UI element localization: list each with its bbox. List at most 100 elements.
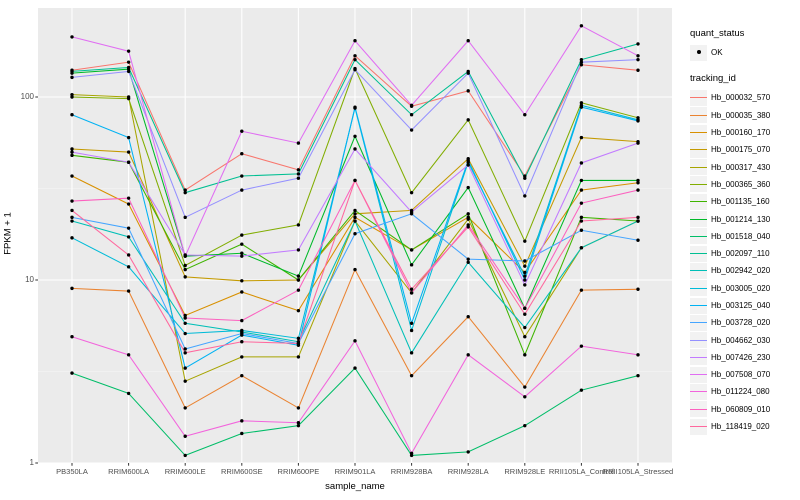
series-color-key-icon xyxy=(690,159,707,176)
series-color-key-icon xyxy=(690,262,707,279)
data-point xyxy=(70,150,74,154)
data-point xyxy=(70,286,74,291)
legend-series-label: Hb_000032_570 xyxy=(711,93,771,103)
x-tick-label: PB350LA xyxy=(56,467,88,476)
data-point xyxy=(183,347,187,351)
data-point xyxy=(70,236,74,240)
data-point xyxy=(183,316,187,320)
data-point xyxy=(240,340,244,344)
data-point xyxy=(579,60,584,64)
data-point xyxy=(579,135,584,140)
data-point xyxy=(296,248,301,252)
data-point xyxy=(353,67,357,72)
data-point xyxy=(579,388,584,392)
legend-series-label: Hb_003005_020 xyxy=(711,283,771,293)
series-color-key-icon xyxy=(690,211,707,228)
series-color-key-icon xyxy=(690,141,707,158)
data-point xyxy=(240,419,244,423)
series-color-key-icon xyxy=(690,314,707,331)
data-point xyxy=(240,251,244,255)
data-point xyxy=(70,113,74,117)
legend-series-label: Hb_000160_170 xyxy=(711,128,771,138)
data-point xyxy=(523,239,527,243)
x-tick-label: RRIM928LA xyxy=(447,467,489,476)
data-point xyxy=(183,313,187,318)
legend-item-Hb_003728_020: Hb_003728_020 xyxy=(690,314,798,331)
data-point xyxy=(523,385,527,389)
series-color-key-icon xyxy=(690,418,707,435)
data-point xyxy=(409,248,414,252)
data-point xyxy=(353,178,357,183)
data-point xyxy=(636,54,640,58)
data-point xyxy=(240,129,244,133)
series-color-key-icon xyxy=(690,366,707,383)
data-point xyxy=(523,176,527,180)
data-point xyxy=(70,371,74,375)
data-point xyxy=(466,71,470,75)
data-point xyxy=(126,196,131,200)
data-point xyxy=(126,60,131,64)
data-point xyxy=(353,208,357,213)
legend-series-label: Hb_001214_130 xyxy=(711,214,771,224)
data-point xyxy=(579,24,584,28)
data-point xyxy=(636,57,640,62)
legend-series-label: Hb_004662_030 xyxy=(711,335,771,345)
legend-item-Hb_003125_040: Hb_003125_040 xyxy=(690,297,798,314)
legend-series-label: Hb_060809_010 xyxy=(711,404,771,414)
data-point xyxy=(523,259,527,263)
data-point xyxy=(466,450,470,454)
legend-item-Hb_118419_020: Hb_118419_020 xyxy=(690,418,798,435)
data-point xyxy=(579,105,584,109)
data-point xyxy=(183,263,187,268)
data-point xyxy=(183,190,187,195)
data-point xyxy=(240,242,244,246)
data-point xyxy=(466,118,470,122)
data-point xyxy=(353,39,357,43)
data-point xyxy=(240,151,244,156)
data-point xyxy=(409,373,414,378)
data-point xyxy=(240,318,244,323)
legend-section-tracking-id: tracking_id Hb_000032_570 Hb_000035_380 Hb… xyxy=(690,73,798,435)
data-point xyxy=(523,306,527,311)
data-point xyxy=(636,188,640,192)
data-point xyxy=(183,188,187,192)
y-tick-label: 1 xyxy=(29,458,34,467)
data-point xyxy=(240,355,244,359)
legend-item-Hb_001518_040: Hb_001518_040 xyxy=(690,228,798,245)
data-point xyxy=(409,287,414,291)
ok-point-key-icon xyxy=(690,44,707,61)
data-point xyxy=(636,42,640,46)
data-point xyxy=(296,336,301,341)
legend-item-Hb_000032_570: Hb_000032_570 xyxy=(690,89,798,106)
data-point xyxy=(579,344,584,348)
data-point xyxy=(636,219,640,223)
data-point xyxy=(409,328,414,333)
y-tick-label: 10 xyxy=(25,275,34,284)
data-point xyxy=(240,254,244,258)
legend-series-label: Hb_011224_080 xyxy=(711,387,770,397)
data-point xyxy=(70,153,74,158)
data-point xyxy=(296,141,301,145)
data-point xyxy=(126,391,131,396)
data-point xyxy=(409,128,414,132)
data-point xyxy=(126,289,131,293)
data-point xyxy=(409,190,414,195)
data-point xyxy=(296,176,301,180)
data-point xyxy=(183,321,187,325)
x-tick-label: RRIM600LE xyxy=(164,467,206,476)
legend-item-Hb_060809_010: Hb_060809_010 xyxy=(690,401,798,418)
legend-item-Hb_004662_030: Hb_004662_030 xyxy=(690,331,798,349)
data-point xyxy=(466,217,470,221)
data-point xyxy=(409,291,414,295)
data-point xyxy=(183,434,187,438)
data-point xyxy=(240,233,244,237)
data-point xyxy=(70,35,74,39)
data-point xyxy=(183,331,187,336)
legend-item-Hb_011224_080: Hb_011224_080 xyxy=(690,383,798,400)
legend-item-ok: OK xyxy=(690,44,798,61)
data-point xyxy=(523,395,527,399)
data-point xyxy=(409,210,414,214)
data-point xyxy=(126,253,131,257)
